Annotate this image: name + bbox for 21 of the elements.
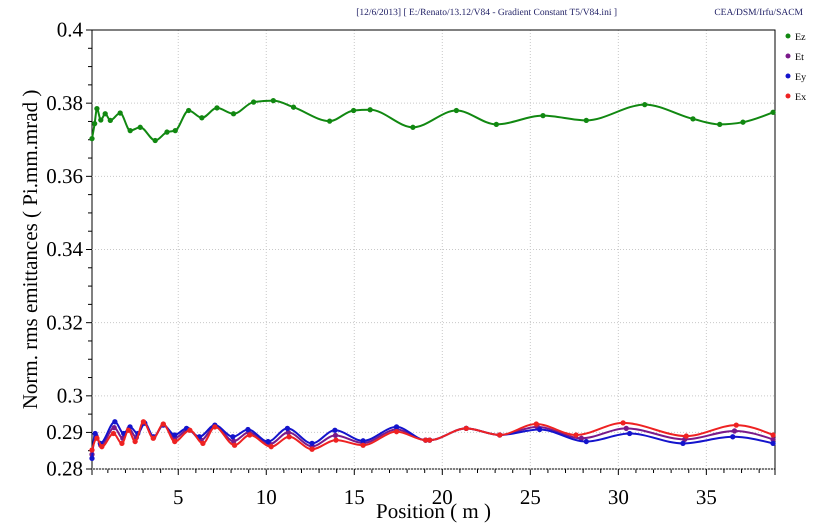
y-tick-label: 0.36	[46, 164, 83, 188]
y-tick-label: 0.29	[46, 420, 83, 444]
legend-label: Ex	[795, 92, 806, 103]
y-tick-label: 0.28	[46, 456, 83, 481]
text: CEA/DSM/Irfu/SACM	[714, 8, 804, 18]
x-tick-label: 30	[608, 484, 629, 509]
y-tick-label: 0.34	[46, 237, 84, 262]
y-tick-label: 0.3	[56, 384, 83, 408]
y-tick-label: 0.4	[56, 18, 84, 42]
legend-label: Et	[795, 52, 804, 63]
x-tick-label: 5	[173, 484, 184, 509]
text: [12/6/2013] [ E:/Renato/13.12/V84 - Gradient Constant T5/V84.ini ]	[356, 8, 617, 18]
x-tick-label: 15	[344, 484, 365, 509]
x-tick-label: 25	[520, 484, 541, 509]
y-tick-label: 0.32	[46, 310, 83, 334]
x-tick-label: 10	[256, 484, 277, 509]
legend-label: Ez	[795, 32, 806, 43]
x-tick-label: 35	[696, 484, 717, 509]
y-tick-label: 0.38	[46, 90, 83, 115]
legend-label: Ey	[795, 72, 806, 83]
y-axis-title: Norm. rms emittances ( Pi.mm.mrad )	[18, 90, 42, 410]
